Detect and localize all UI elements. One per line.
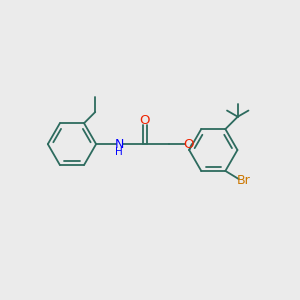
- Text: N: N: [114, 138, 124, 151]
- Text: Br: Br: [237, 174, 250, 187]
- Text: O: O: [183, 138, 194, 151]
- Text: H: H: [115, 147, 123, 158]
- Text: O: O: [140, 114, 150, 127]
